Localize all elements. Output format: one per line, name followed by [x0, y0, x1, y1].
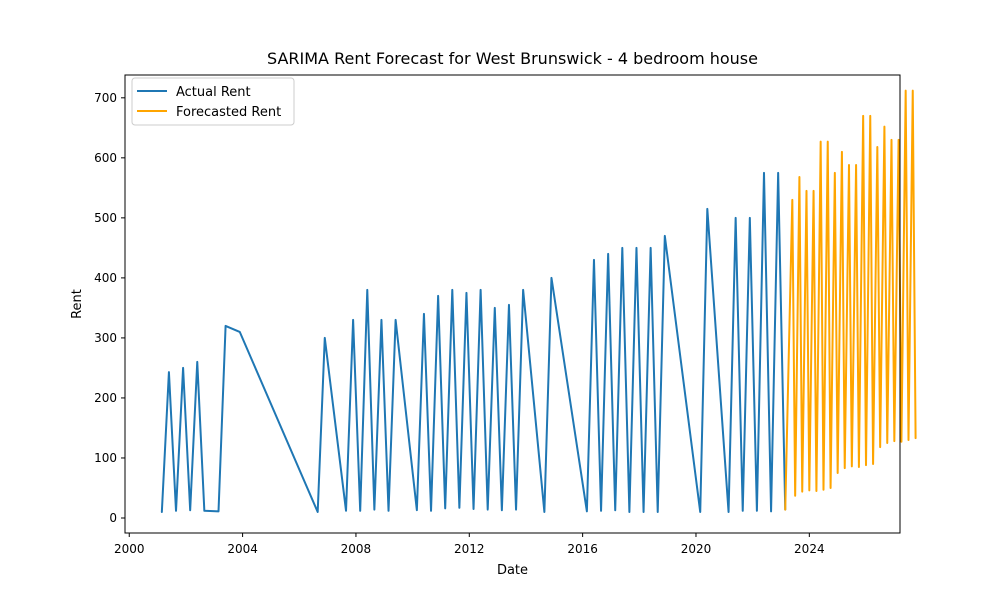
y-tick-label: 500 [94, 211, 117, 225]
x-tick-label: 2000 [114, 542, 145, 556]
y-tick-label: 400 [94, 271, 117, 285]
series-line-forecasted-rent [784, 89, 917, 511]
y-tick-label: 300 [94, 331, 117, 345]
axes-frame [124, 74, 901, 534]
series-line-actual-rent [160, 171, 787, 513]
legend-label: Actual Rent [176, 85, 251, 100]
legend-label: Forecasted Rent [176, 105, 281, 120]
y-tick-label: 600 [94, 151, 117, 165]
y-axis-label: Rent [70, 289, 85, 319]
y-tick-label: 700 [94, 91, 117, 105]
x-tick-label: 2016 [567, 542, 598, 556]
x-axis-label: Date [497, 563, 528, 578]
x-tick-label: 2012 [454, 542, 485, 556]
x-tick-label: 2008 [341, 542, 372, 556]
legend: Actual Rent Forecasted Rent [131, 77, 295, 126]
x-tick-label: 2004 [227, 542, 258, 556]
y-tick-label: 200 [94, 391, 117, 405]
x-tick-label: 2020 [681, 542, 712, 556]
legend-box [131, 77, 295, 126]
x-tick-label: 2024 [794, 542, 825, 556]
chart-title: SARIMA Rent Forecast for West Brunswick … [267, 49, 758, 68]
y-tick-label: 0 [109, 511, 117, 525]
plot-area: 2000 2004 2008 2012 2016 2020 2024 0 100 200 300 40… [94, 74, 917, 556]
y-tick-label: 100 [94, 451, 117, 465]
